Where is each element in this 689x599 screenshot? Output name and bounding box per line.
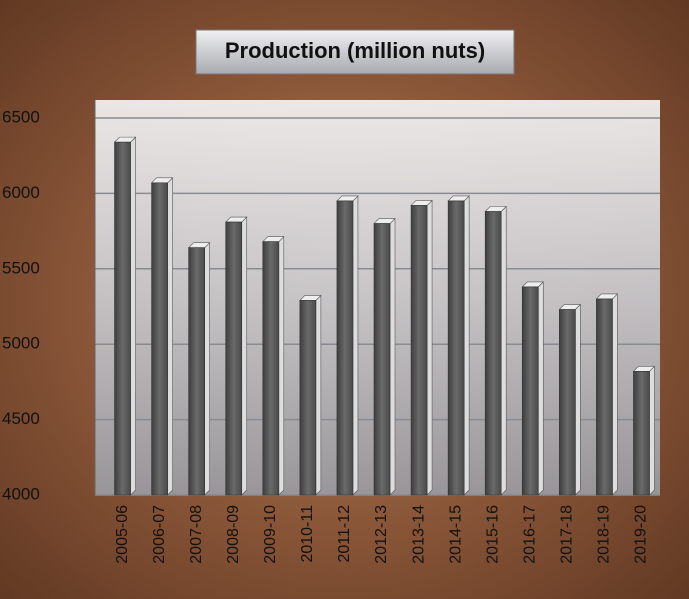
bar <box>559 309 576 496</box>
bar <box>373 223 391 496</box>
bar <box>521 286 539 496</box>
x-tick-label: 2018-19 <box>596 505 613 564</box>
bar-side <box>241 216 248 496</box>
x-tick-label: 2006-07 <box>151 505 168 564</box>
bar <box>484 211 502 496</box>
bar <box>633 371 650 496</box>
chart-title: Production (million nuts) <box>225 38 485 63</box>
bar-side <box>130 136 136 496</box>
bar-side <box>278 235 285 496</box>
x-tick-label: 2009-10 <box>262 505 279 564</box>
bar-side <box>612 293 618 496</box>
x-tick-label: 2012-13 <box>373 505 390 564</box>
x-tick-label: 2008-09 <box>225 505 242 564</box>
x-tick-label: 2017-18 <box>559 505 576 564</box>
bar <box>225 221 243 496</box>
bar-side <box>315 294 322 496</box>
bar <box>410 205 428 496</box>
x-tick-label: 2013-14 <box>410 505 427 564</box>
x-tick-label: 2014-15 <box>447 505 464 564</box>
bar <box>447 200 465 496</box>
y-tick-label: 5000 <box>2 334 40 353</box>
title-box <box>195 29 515 75</box>
x-tick-label: 2015-16 <box>484 505 501 564</box>
bar-side <box>463 195 470 496</box>
y-tick-label: 5500 <box>2 258 40 277</box>
bar-side <box>426 199 433 496</box>
bar <box>188 247 205 496</box>
bar <box>151 182 168 496</box>
bar <box>596 298 613 496</box>
y-tick-label: 6500 <box>2 107 40 126</box>
x-tick-label: 2005-06 <box>114 505 131 564</box>
y-tick-label: 4000 <box>2 484 40 503</box>
bar-side <box>500 205 507 496</box>
x-tick-label: 2019-20 <box>633 505 650 564</box>
x-tick-label: 2007-08 <box>188 505 205 564</box>
bar <box>114 141 131 496</box>
bar <box>262 241 280 496</box>
bar-side <box>204 241 210 496</box>
bar-side <box>537 281 544 496</box>
bar-side <box>575 303 581 496</box>
x-tick-label: 2010-11 <box>299 505 316 563</box>
bar <box>336 200 354 496</box>
y-tick-label: 6000 <box>2 183 40 202</box>
bar-side <box>167 177 173 496</box>
x-tick-label: 2016-17 <box>521 505 538 564</box>
bar-side <box>389 217 396 496</box>
bar-side <box>649 365 655 496</box>
bar-side <box>352 195 359 496</box>
x-tick-label: 2011-12 <box>336 505 353 563</box>
y-tick-label: 4500 <box>2 409 40 428</box>
bar <box>299 300 317 496</box>
